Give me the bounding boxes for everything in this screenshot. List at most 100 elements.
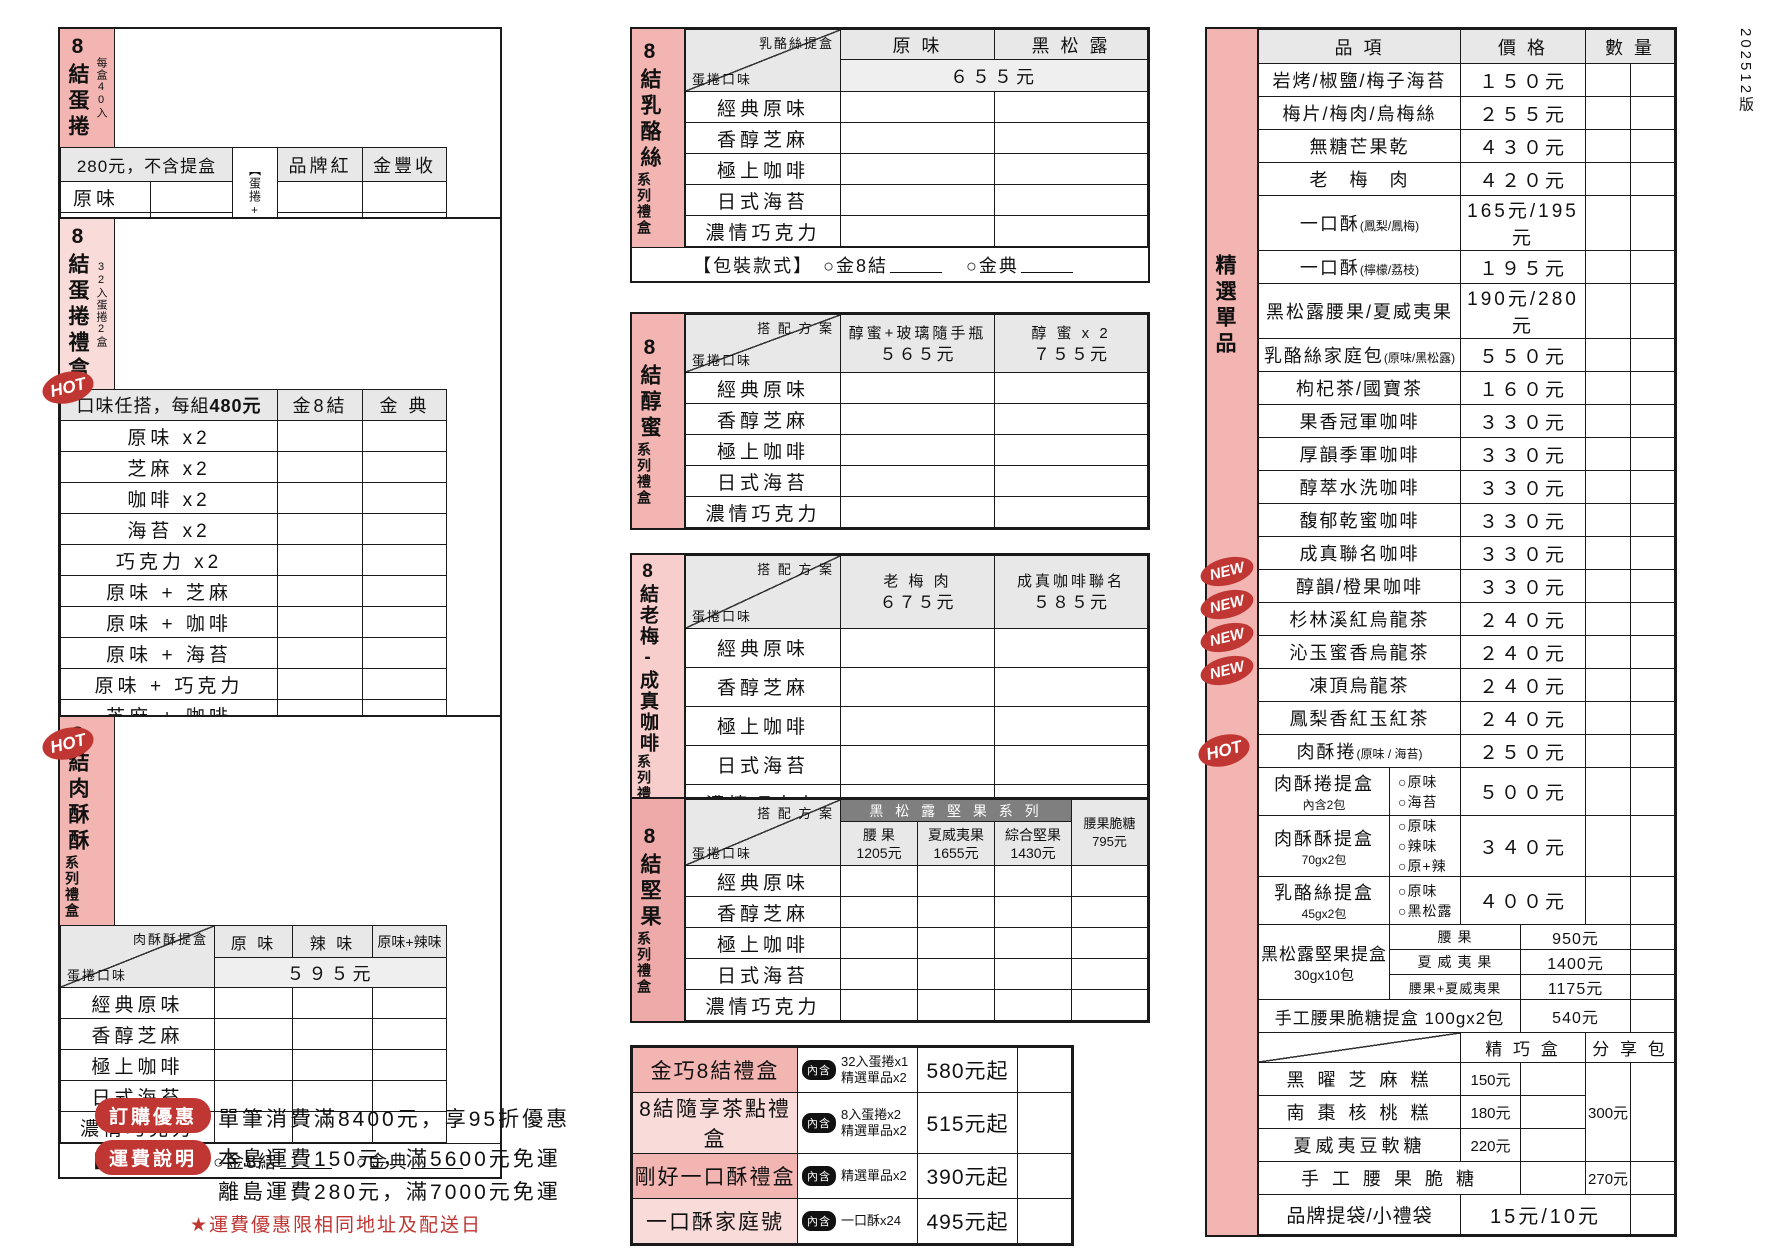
qty-cell[interactable] (840, 91, 995, 123)
qty-cell[interactable] (1630, 129, 1675, 163)
qty-cell[interactable] (840, 927, 918, 959)
qty-cell[interactable] (993, 865, 1073, 897)
qty-cell[interactable] (277, 181, 363, 213)
qty-cell[interactable] (840, 896, 918, 928)
qty-cell[interactable] (1071, 989, 1148, 1021)
qty-cell[interactable] (277, 513, 363, 545)
qty-cell[interactable] (1630, 250, 1675, 284)
qty-cell[interactable] (994, 666, 1148, 707)
qty-cell[interactable] (1585, 283, 1632, 339)
qty-cell[interactable] (277, 575, 363, 607)
qty-cell[interactable] (372, 1018, 447, 1050)
qty-cell[interactable] (362, 668, 447, 700)
qty-cell[interactable] (362, 544, 447, 576)
qty-cell[interactable] (1585, 470, 1632, 504)
qty-cell[interactable] (840, 744, 995, 785)
qty-cell[interactable] (1585, 536, 1632, 570)
qty-cell[interactable] (840, 184, 995, 216)
qty-cell[interactable] (1585, 569, 1632, 603)
qty-cell[interactable] (277, 420, 363, 452)
qty-cell[interactable] (840, 865, 918, 897)
qty-cell[interactable] (993, 927, 1073, 959)
qty-cell[interactable] (214, 987, 293, 1019)
qty-cell[interactable] (1630, 767, 1675, 816)
qty-cell[interactable] (1630, 974, 1675, 1000)
packaging-option-classic[interactable]: ○金典 (356, 1151, 409, 1172)
qty-cell[interactable] (1630, 536, 1675, 570)
qty-cell[interactable] (840, 496, 995, 528)
qty-cell[interactable] (1630, 999, 1675, 1033)
packaging-option-gold8[interactable]: ○金8結 (823, 255, 888, 276)
qty-cell[interactable] (1630, 569, 1675, 603)
qty-cell[interactable] (1630, 602, 1675, 636)
qty-cell[interactable] (1630, 1161, 1675, 1195)
qty-cell[interactable] (994, 122, 1148, 154)
packaging-option-gold8[interactable]: ○金8結 (213, 1151, 278, 1172)
qty-cell[interactable] (1585, 734, 1632, 768)
qty-cell[interactable] (994, 627, 1148, 668)
qty-cell[interactable] (1585, 876, 1632, 925)
qty-cell[interactable] (1585, 404, 1632, 438)
qty-cell[interactable] (362, 637, 447, 669)
qty-cell[interactable] (292, 1080, 373, 1112)
qty-cell[interactable] (1017, 1092, 1072, 1154)
qty-cell[interactable] (1630, 876, 1675, 925)
qty-cell[interactable] (1630, 503, 1675, 537)
qty-cell[interactable] (1071, 927, 1148, 959)
qty-cell[interactable] (362, 420, 447, 452)
qty-cell[interactable] (993, 958, 1073, 990)
qty-cell[interactable] (840, 403, 995, 435)
qty-cell[interactable] (214, 1049, 293, 1081)
qty-cell[interactable] (362, 575, 447, 607)
qty-cell[interactable] (1585, 195, 1632, 251)
qty-cell[interactable] (362, 482, 447, 514)
qty-cell[interactable] (1071, 865, 1148, 897)
fill-blank[interactable] (1020, 257, 1073, 273)
qty-cell[interactable] (292, 1018, 373, 1050)
qty-cell[interactable] (994, 91, 1148, 123)
qty-cell[interactable] (840, 989, 918, 1021)
qty-cell[interactable] (994, 465, 1148, 497)
qty-cell[interactable] (1585, 701, 1632, 735)
qty-cell[interactable] (362, 181, 447, 213)
qty-cell[interactable] (1630, 195, 1675, 251)
qty-cell[interactable] (994, 744, 1148, 785)
qty-cell[interactable] (1520, 1161, 1587, 1195)
qty-cell[interactable] (1585, 815, 1632, 877)
qty-cell[interactable] (840, 705, 995, 746)
qty-cell[interactable] (362, 513, 447, 545)
qty-cell[interactable] (1520, 1095, 1587, 1129)
qty-cell[interactable] (1520, 1062, 1587, 1096)
qty-cell[interactable] (1630, 437, 1675, 471)
qty-cell[interactable] (840, 627, 995, 668)
qty-cell[interactable] (214, 1080, 293, 1112)
qty-cell[interactable] (994, 403, 1148, 435)
qty-cell[interactable] (840, 215, 995, 247)
qty-cell[interactable] (1017, 1153, 1072, 1199)
qty-cell[interactable] (1585, 129, 1632, 163)
qty-cell[interactable] (994, 705, 1148, 746)
qty-cell[interactable] (1585, 162, 1632, 196)
qty-cell[interactable] (372, 987, 447, 1019)
qty-cell[interactable] (1585, 437, 1632, 471)
qty-cell[interactable] (840, 372, 995, 404)
qty-cell[interactable] (277, 606, 363, 638)
qty-cell[interactable] (1630, 162, 1675, 196)
qty-cell[interactable] (1585, 371, 1632, 405)
qty-cell[interactable] (1585, 635, 1632, 669)
qty-cell[interactable] (917, 927, 995, 959)
qty-cell[interactable] (1630, 338, 1675, 372)
qty-cell[interactable] (1630, 815, 1675, 877)
qty-cell[interactable] (1585, 338, 1632, 372)
fill-blank[interactable] (410, 1153, 463, 1169)
qty-cell[interactable] (150, 181, 233, 213)
qty-cell[interactable] (917, 989, 995, 1021)
qty-cell[interactable] (1071, 958, 1148, 990)
qty-cell[interactable] (1585, 668, 1632, 702)
qty-cell[interactable] (277, 482, 363, 514)
qty-cell[interactable] (917, 865, 995, 897)
qty-cell[interactable] (1630, 635, 1675, 669)
qty-cell[interactable] (1630, 1062, 1675, 1162)
qty-cell[interactable] (214, 1018, 293, 1050)
qty-cell[interactable] (994, 434, 1148, 466)
